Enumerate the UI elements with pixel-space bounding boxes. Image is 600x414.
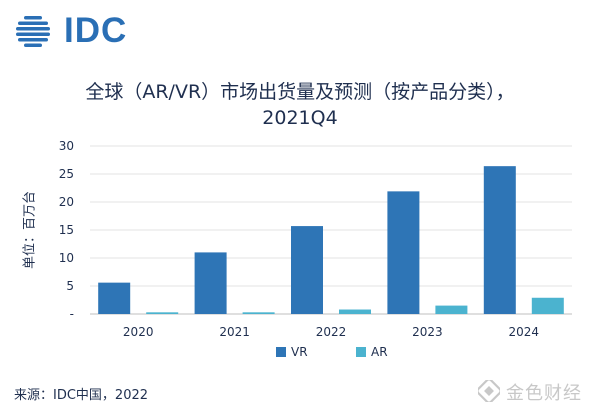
bar-ar-2023 <box>435 305 468 314</box>
golden-finance-icon <box>478 380 500 402</box>
logo-text: IDC <box>64 11 128 50</box>
y-tick-label: 10 <box>59 251 74 265</box>
legend: VR AR <box>276 345 388 359</box>
source-note: 来源：IDC中国，2022 <box>14 388 149 403</box>
bar-vr-2024 <box>483 166 516 314</box>
bar-vr-2023 <box>387 191 420 314</box>
idc-globe-icon <box>16 16 50 47</box>
bar-vr-2020 <box>98 282 131 314</box>
bar-vr-2021 <box>194 252 227 314</box>
y-tick-label: 15 <box>59 223 74 237</box>
legend-label-ar: AR <box>371 345 388 359</box>
legend-swatch-ar <box>356 347 366 357</box>
legend-label-vr: VR <box>291 345 308 359</box>
idc-logo: IDC <box>14 11 134 50</box>
legend-swatch-vr <box>276 347 286 357</box>
bar-ar-2024 <box>531 297 564 314</box>
x-tick-labels: 2020 2021 2022 2023 2024 <box>123 325 539 339</box>
y-tick-label: 5 <box>66 279 74 293</box>
watermark-text: 金色财经 <box>506 383 582 404</box>
bar-ar-2020 <box>146 312 179 314</box>
bar-vr-2022 <box>291 226 323 314</box>
y-tick-label: 30 <box>59 139 74 153</box>
y-tick-labels: - 5 10 15 20 25 30 <box>59 139 74 321</box>
watermark: 金色财经 <box>478 376 596 406</box>
y-tick-label: - <box>70 307 74 321</box>
x-tick-label: 2022 <box>316 325 347 339</box>
y-tick-label: 25 <box>59 167 74 181</box>
bars <box>98 166 564 314</box>
bar-ar-2021 <box>242 312 275 314</box>
x-tick-label: 2023 <box>412 325 443 339</box>
bar-ar-2022 <box>339 309 371 314</box>
x-tick-label: 2020 <box>123 325 154 339</box>
y-tick-label: 20 <box>59 195 74 209</box>
chart-title-line1: 全球（AR/VR）市场出货量及预测（按产品分类）， <box>85 81 515 103</box>
x-tick-label: 2021 <box>219 325 250 339</box>
chart-title-line2: 2021Q4 <box>262 107 338 129</box>
x-tick-label: 2024 <box>509 325 540 339</box>
